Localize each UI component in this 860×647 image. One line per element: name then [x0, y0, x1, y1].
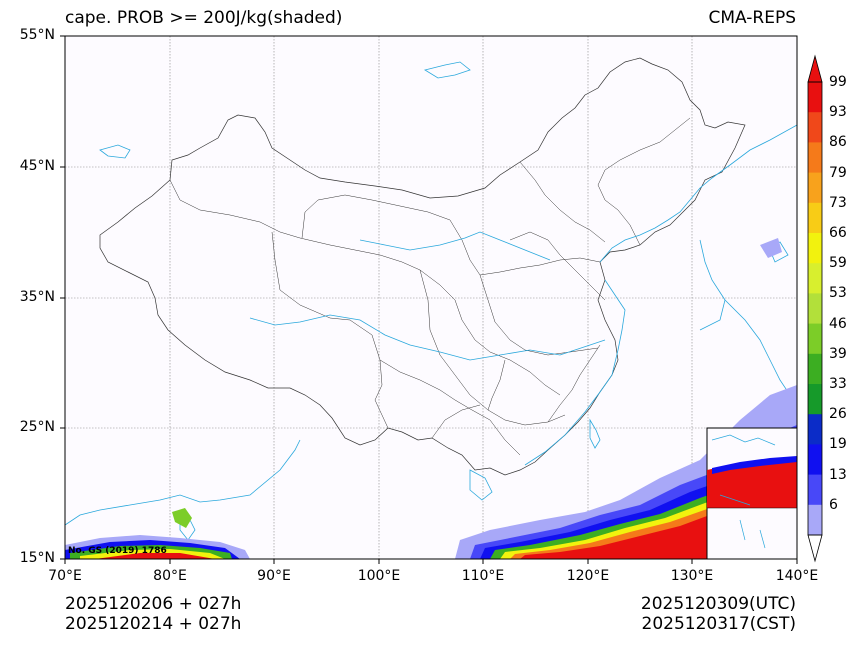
map-approval-number: No. GS (2019) 1786 — [68, 546, 167, 556]
colorbar-tick-label: 33 — [829, 376, 847, 392]
colorbar-tick-label: 46 — [829, 315, 847, 332]
lon-label-120: 120°E — [566, 568, 610, 584]
lon-label-90: 90°E — [257, 568, 291, 584]
coastlines-rivers — [65, 61, 797, 556]
lon-label-130: 130°E — [670, 568, 714, 584]
colorbar-swatch — [808, 293, 822, 325]
colorbar-tick-label: 26 — [829, 406, 847, 423]
lat-label-35: 35°N — [19, 289, 55, 305]
colorbar-swatch — [808, 142, 822, 174]
colorbar-swatch — [808, 474, 822, 506]
colorbar — [807, 54, 823, 563]
colorbar-extend-top — [807, 54, 823, 83]
chart-title: cape. PROB >= 200J/kg(shaded) — [65, 8, 343, 28]
colorbar-tick-label: 6 — [829, 496, 838, 513]
colorbar-swatch — [808, 172, 822, 204]
colorbar-swatch — [808, 323, 822, 355]
valid-time-block: 2025120309(UTC) 2025120317(CST) — [641, 594, 796, 634]
colorbar-tick-label: 53 — [829, 285, 847, 302]
colorbar-swatch — [808, 384, 822, 415]
lat-label-55: 55°N — [19, 27, 55, 43]
gridlines — [65, 36, 797, 559]
colorbar-swatch — [808, 202, 822, 234]
lat-label-45: 45°N — [19, 158, 55, 174]
colorbar-tick-label: 79 — [829, 164, 847, 181]
colorbar-swatch — [808, 233, 822, 264]
valid-time-cst: 2025120317(CST) — [641, 614, 796, 634]
colorbar-tick-label: 59 — [829, 255, 847, 272]
axis-ticks — [60, 35, 798, 564]
colorbar-tick-label: 19 — [829, 436, 847, 453]
colorbar-outline — [807, 81, 823, 536]
colorbar-tick-label: 73 — [829, 194, 847, 211]
colorbar-swatch — [808, 112, 822, 143]
valid-time-utc: 2025120309(UTC) — [640, 594, 796, 614]
colorbar-tick-label: 86 — [829, 134, 847, 151]
map-content — [65, 36, 797, 559]
init-time-cst: 2025120214 + 027h — [65, 614, 242, 634]
lat-label-25: 25°N — [19, 419, 55, 435]
colorbar-tick-label: 13 — [829, 466, 847, 483]
lon-label-80: 80°E — [153, 568, 187, 584]
lat-label-15: 15°N — [19, 550, 55, 566]
colorbar-tick-label: 93 — [829, 104, 847, 121]
lon-label-110: 110°E — [461, 568, 505, 584]
province-boundaries — [169, 117, 691, 456]
model-name: CMA-REPS — [708, 8, 796, 28]
colorbar-swatch — [808, 444, 822, 476]
colorbar-swatch — [808, 353, 822, 385]
lon-label-140: 140°E — [775, 568, 819, 584]
colorbar-swatch — [808, 504, 822, 536]
colorbar-tick-label: 39 — [829, 345, 847, 362]
colorbar-swatch — [808, 82, 822, 113]
colorbar-swatch — [808, 414, 822, 445]
lon-label-70: 70°E — [48, 568, 82, 584]
init-time-utc: 2025120206 + 027h — [65, 594, 242, 614]
inset-map — [706, 427, 797, 559]
china-boundary — [99, 57, 746, 476]
colorbar-extend-bottom — [807, 534, 823, 563]
init-time-block: 2025120206 + 027h 2025120214 + 027h — [65, 594, 241, 634]
colorbar-swatch — [808, 263, 822, 294]
lon-label-100: 100°E — [357, 568, 401, 584]
colorbar-tick-label: 66 — [829, 225, 847, 241]
colorbar-tick-label: 99 — [829, 74, 847, 90]
